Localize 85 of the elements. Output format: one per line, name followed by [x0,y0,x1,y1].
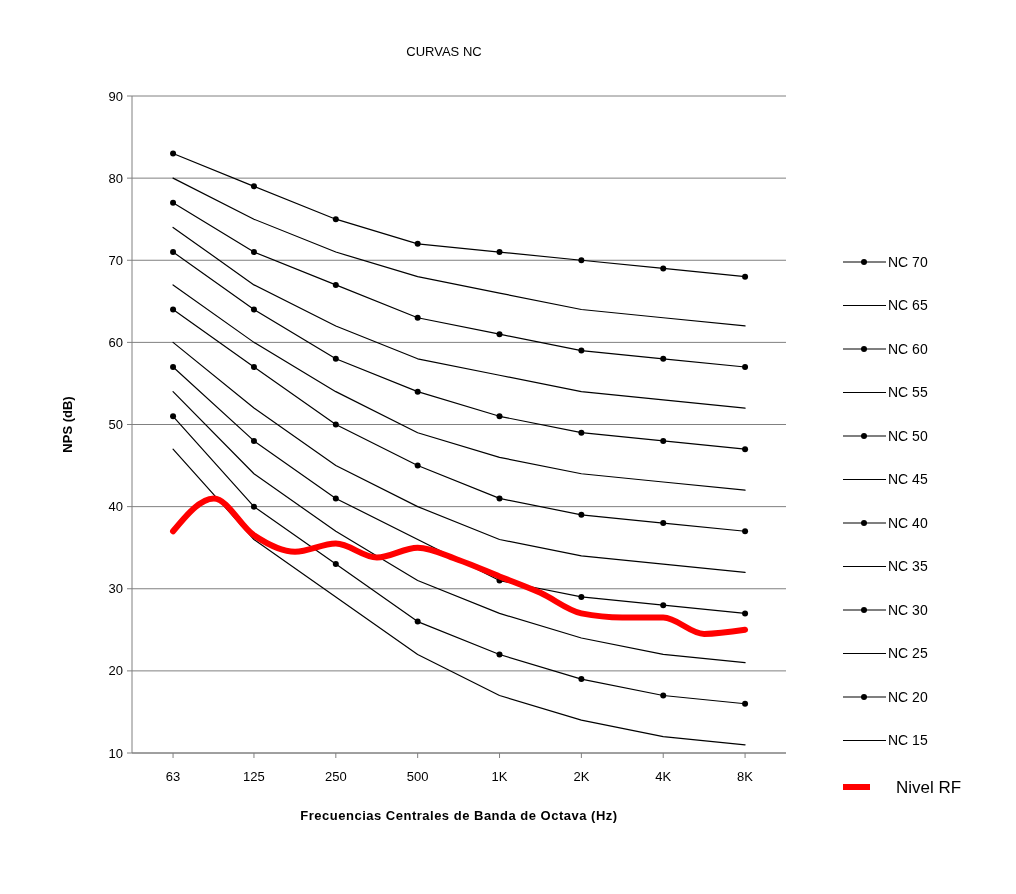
y-tick-label: 20 [108,663,123,679]
x-tick-label: 500 [406,769,429,784]
legend-label: NC 35 [888,558,928,575]
chart-title: CURVAS NC [406,44,482,59]
y-tick-label: 50 [108,417,123,433]
point [170,249,177,256]
legend-label: NC 25 [888,645,928,662]
point [170,364,177,371]
point [578,511,585,518]
x-axis-title: Frecuencias Centrales de Banda de Octava (Hz) [300,808,618,823]
x-tick-label: 1K [491,769,508,784]
point [578,347,585,354]
point [170,413,177,420]
point [742,700,749,707]
point [578,676,585,683]
legend-label: NC 30 [888,601,928,618]
y-tick-label: 10 [108,745,123,761]
point [332,216,339,223]
point [414,618,421,625]
y-tick-label: 60 [108,334,123,350]
point [414,388,421,395]
point [660,692,667,699]
point [250,249,257,256]
legend-label: NC 60 [888,340,928,357]
point [660,520,667,527]
point [250,183,257,190]
point [496,651,503,658]
line-series [172,448,746,746]
point [414,462,421,469]
line-series [172,341,746,573]
point [332,561,339,568]
point [250,364,257,371]
point [742,364,749,371]
point [578,429,585,436]
line-series [172,391,746,664]
legend-label: NC 70 [888,253,928,270]
point [332,281,339,288]
legend-label: NC 40 [888,514,928,531]
point [414,314,421,321]
legend-label: NC 55 [888,384,928,401]
legend-label: NC 15 [888,732,928,749]
y-axis-title: NPS (dB) [60,396,75,453]
legend-label: NC 20 [888,688,928,705]
legend-label: NC 45 [888,471,928,488]
point [578,257,585,264]
point [660,355,667,362]
point [332,355,339,362]
y-tick-label: 80 [108,170,123,186]
point [742,446,749,453]
point [496,413,503,420]
point [578,593,585,600]
point [496,495,503,502]
point [742,610,749,617]
line-series [172,226,746,409]
point [250,503,257,510]
point [332,495,339,502]
point [170,150,177,157]
legend-label: NC 65 [888,297,928,314]
point [250,306,257,313]
x-tick-label: 4K [655,769,672,784]
y-tick-label: 70 [108,252,123,268]
legend-label: NC 50 [888,427,928,444]
point [660,437,667,444]
x-tick-label: 125 [243,769,265,784]
x-tick-label: 250 [324,769,347,784]
point [332,421,339,428]
point [742,528,749,535]
y-tick-label: 90 [108,88,123,104]
y-tick-label: 30 [108,581,123,597]
point [170,199,177,206]
line-series [172,284,746,491]
legend-label: Nivel RF [896,777,962,797]
point [742,273,749,280]
point [496,331,503,338]
point [660,265,667,272]
point [170,306,177,313]
point [660,602,667,609]
point [414,240,421,247]
point [250,437,257,444]
x-tick-label: 63 [165,769,181,784]
x-tick-label: 2K [573,769,590,784]
line-series [172,177,746,327]
y-tick-label: 40 [108,499,123,515]
x-tick-label: 8K [737,769,754,784]
point [496,249,503,256]
